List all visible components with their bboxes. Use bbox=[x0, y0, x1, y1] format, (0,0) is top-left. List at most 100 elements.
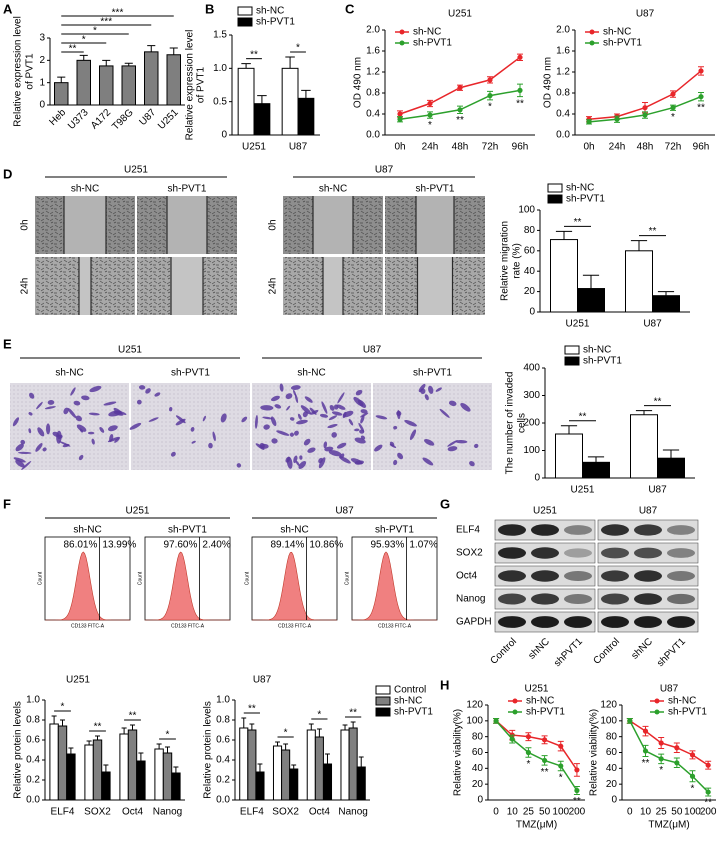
error-bar bbox=[635, 410, 653, 415]
x-tick-label: ELF4 bbox=[240, 807, 264, 818]
y-tick-label: 2.0 bbox=[556, 25, 570, 36]
invaded-cell bbox=[285, 393, 293, 400]
invaded-cell bbox=[360, 412, 369, 418]
blot-band bbox=[498, 547, 526, 559]
significance: ** bbox=[541, 767, 549, 778]
invaded-cell bbox=[28, 412, 33, 416]
invaded-cell bbox=[396, 410, 402, 417]
invaded-cell bbox=[99, 426, 105, 433]
invaded-cell bbox=[118, 411, 127, 415]
y-tick-label: 0.8 bbox=[216, 715, 230, 726]
blot-band bbox=[531, 524, 559, 536]
error-bar bbox=[283, 743, 289, 750]
invaded-cell bbox=[303, 438, 311, 446]
significance: ** bbox=[94, 722, 102, 733]
blot-band bbox=[564, 548, 592, 558]
legend-marker bbox=[512, 698, 518, 704]
sample-label: sh-PVT1 bbox=[375, 525, 414, 536]
image-group-title: U87 bbox=[375, 165, 394, 176]
x-tick-label: 0 bbox=[493, 807, 499, 818]
significance: ** bbox=[573, 796, 581, 807]
invaded-cell bbox=[259, 442, 265, 449]
bar bbox=[237, 67, 255, 136]
blot-cell-label: U87 bbox=[639, 506, 658, 517]
blot-band bbox=[601, 524, 629, 536]
y-tick-label: 0.2 bbox=[26, 775, 40, 786]
significance: ** bbox=[704, 798, 712, 809]
invaded-cell bbox=[324, 446, 334, 452]
significance: ** bbox=[349, 708, 357, 719]
invaded-cell bbox=[295, 460, 300, 466]
lane-label: shNC bbox=[527, 636, 552, 661]
invaded-cell bbox=[342, 411, 347, 419]
y-tick-label: 0 bbox=[529, 307, 535, 318]
bar bbox=[166, 54, 181, 106]
blot-band bbox=[564, 525, 592, 535]
bar bbox=[281, 67, 299, 136]
marker bbox=[558, 763, 564, 769]
histogram bbox=[145, 551, 230, 621]
x-tick-label: 50 bbox=[539, 807, 551, 818]
y-tick-label: 100 bbox=[523, 445, 540, 456]
invaded-cell bbox=[67, 407, 77, 419]
marker bbox=[457, 85, 463, 91]
marker bbox=[487, 93, 493, 99]
histogram bbox=[351, 551, 437, 621]
error-bar bbox=[325, 753, 330, 764]
blot-band bbox=[634, 570, 662, 582]
significance: ** bbox=[456, 115, 464, 126]
x-tick-label: Nanog bbox=[338, 807, 367, 818]
invaded-cell bbox=[327, 424, 338, 429]
error-bar bbox=[630, 240, 648, 251]
significance: ** bbox=[69, 44, 77, 55]
error-bar bbox=[147, 45, 156, 52]
invaded-cell bbox=[375, 415, 388, 420]
marker bbox=[517, 87, 523, 93]
invaded-cell bbox=[169, 406, 173, 412]
marker bbox=[642, 748, 649, 754]
marker bbox=[658, 740, 664, 746]
invaded-cell bbox=[88, 412, 100, 416]
y-tick-label: 40 bbox=[472, 763, 484, 774]
x-tick-label: Oct4 bbox=[122, 807, 144, 818]
blot-band bbox=[634, 616, 662, 628]
invaded-cell bbox=[328, 450, 342, 457]
image-group-title: U87 bbox=[363, 345, 382, 356]
y-tick-label: 1.0 bbox=[216, 695, 230, 706]
y-axis-label: OD 490 nm bbox=[543, 57, 554, 108]
x-tick-label: 0h bbox=[583, 142, 594, 153]
invaded-cell bbox=[360, 415, 365, 424]
y-tick-label: 80 bbox=[606, 731, 618, 742]
y-tick-label: 100 bbox=[518, 205, 535, 216]
y-tick-label: 0.2 bbox=[216, 775, 230, 786]
panel-letter: C bbox=[345, 1, 355, 16]
invaded-cell bbox=[81, 395, 90, 401]
invaded-cell bbox=[290, 385, 301, 390]
x-tick-label: 50 bbox=[671, 807, 683, 818]
invaded-cell bbox=[397, 452, 404, 460]
chart-title: U251 bbox=[66, 675, 90, 686]
x-tick-label: 25 bbox=[656, 807, 668, 818]
x-tick-label: SOX2 bbox=[272, 807, 299, 818]
chart-title: U251 bbox=[448, 9, 472, 20]
wound-gap bbox=[416, 196, 454, 254]
x-tick-label: U251 bbox=[242, 142, 266, 153]
marker bbox=[689, 773, 696, 779]
blot-band bbox=[601, 570, 629, 582]
error-bar bbox=[57, 76, 66, 83]
invaded-cell bbox=[354, 428, 360, 432]
invaded-cell bbox=[393, 459, 398, 466]
invaded-cell bbox=[348, 418, 354, 426]
x-tick-label: 0h bbox=[394, 142, 405, 153]
legend-label: sh-NC bbox=[256, 6, 284, 17]
x-tick-label: Nanog bbox=[153, 807, 182, 818]
significance: ** bbox=[574, 217, 582, 228]
y-tick-label: 0 bbox=[534, 473, 540, 484]
bar bbox=[630, 414, 658, 479]
invaded-cell bbox=[190, 426, 195, 432]
y-tick-label: 20 bbox=[606, 779, 618, 790]
invaded-cell bbox=[254, 414, 258, 429]
invaded-cell bbox=[191, 440, 196, 444]
blot-cell-label: U251 bbox=[533, 506, 557, 517]
invaded-cell bbox=[148, 417, 159, 422]
